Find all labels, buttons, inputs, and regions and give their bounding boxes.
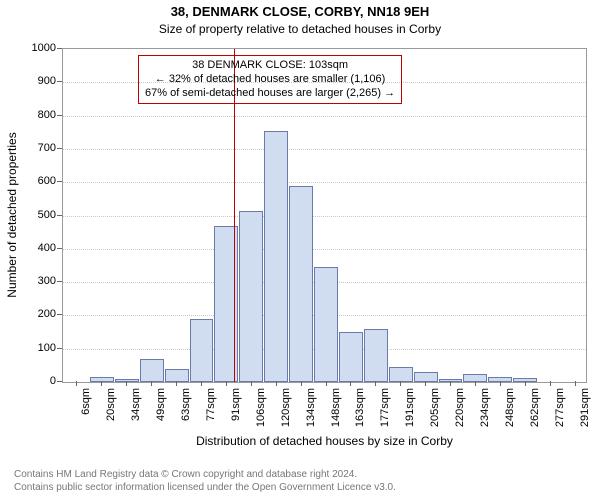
y-gridline <box>63 149 586 150</box>
plot-area: 38 DENMARK CLOSE: 103sqm← 32% of detache… <box>62 48 587 383</box>
x-tick-label: 248sqm <box>504 388 516 427</box>
histogram-bar <box>389 367 413 382</box>
y-tick-mark <box>57 215 62 216</box>
x-tick-mark <box>500 381 501 386</box>
y-tick-label: 0 <box>16 375 56 387</box>
y-tick-label: 100 <box>16 342 56 354</box>
y-gridline <box>63 216 586 217</box>
x-tick-label: 191sqm <box>404 388 416 427</box>
histogram-bar <box>339 332 363 382</box>
y-tick-mark <box>57 348 62 349</box>
x-tick-label: 163sqm <box>354 388 366 427</box>
x-tick-label: 205sqm <box>429 388 441 427</box>
x-tick-mark <box>226 381 227 386</box>
x-tick-mark <box>425 381 426 386</box>
y-tick-mark <box>57 314 62 315</box>
x-tick-mark <box>301 381 302 386</box>
y-tick-mark <box>57 148 62 149</box>
annotation-box: 38 DENMARK CLOSE: 103sqm← 32% of detache… <box>138 55 402 104</box>
y-tick-label: 500 <box>16 209 56 221</box>
y-tick-label: 1000 <box>16 42 56 54</box>
x-tick-label: 148sqm <box>330 388 342 427</box>
x-tick-label: 234sqm <box>479 388 491 427</box>
y-tick-label: 600 <box>16 175 56 187</box>
histogram-bar <box>289 186 313 382</box>
x-tick-mark <box>525 381 526 386</box>
x-tick-label: 220sqm <box>454 388 466 427</box>
histogram-bar <box>264 131 288 382</box>
x-tick-mark <box>375 381 376 386</box>
y-gridline <box>63 249 586 250</box>
x-axis-label: Distribution of detached houses by size … <box>62 434 587 448</box>
x-tick-mark <box>400 381 401 386</box>
histogram-bar <box>190 319 214 382</box>
x-tick-mark <box>151 381 152 386</box>
x-tick-mark <box>326 381 327 386</box>
x-tick-label: 34sqm <box>130 388 142 421</box>
histogram-bar <box>314 267 338 382</box>
annotation-line: ← 32% of detached houses are smaller (1,… <box>145 73 395 87</box>
y-gridline <box>63 182 586 183</box>
chart-title-2: Size of property relative to detached ho… <box>0 22 600 36</box>
y-tick-label: 800 <box>16 109 56 121</box>
y-tick-label: 700 <box>16 142 56 154</box>
x-tick-mark <box>475 381 476 386</box>
x-tick-label: 120sqm <box>280 388 292 427</box>
y-gridline <box>63 116 586 117</box>
y-tick-label: 400 <box>16 242 56 254</box>
chart-container: 38, DENMARK CLOSE, CORBY, NN18 9EH Size … <box>0 0 600 500</box>
footer-attribution: Contains HM Land Registry data © Crown c… <box>14 469 396 494</box>
annotation-line: 38 DENMARK CLOSE: 103sqm <box>145 59 395 73</box>
footer-line-1: Contains HM Land Registry data © Crown c… <box>14 469 396 482</box>
y-tick-mark <box>57 115 62 116</box>
x-tick-mark <box>101 381 102 386</box>
x-tick-label: 77sqm <box>205 388 217 421</box>
x-tick-label: 134sqm <box>305 388 317 427</box>
annotation-line: 67% of semi-detached houses are larger (… <box>145 87 395 101</box>
x-tick-label: 6sqm <box>80 388 92 415</box>
x-tick-label: 20sqm <box>105 388 117 421</box>
plot-inner: 38 DENMARK CLOSE: 103sqm← 32% of detache… <box>63 49 586 382</box>
y-tick-mark <box>57 48 62 49</box>
histogram-bar <box>140 359 164 382</box>
x-tick-mark <box>126 381 127 386</box>
x-tick-label: 177sqm <box>379 388 391 427</box>
x-tick-mark <box>350 381 351 386</box>
y-tick-label: 200 <box>16 308 56 320</box>
y-tick-mark <box>57 81 62 82</box>
x-tick-mark <box>76 381 77 386</box>
histogram-bar <box>364 329 388 382</box>
chart-title-1: 38, DENMARK CLOSE, CORBY, NN18 9EH <box>0 4 600 19</box>
x-tick-mark <box>276 381 277 386</box>
x-tick-mark <box>450 381 451 386</box>
y-tick-mark <box>57 381 62 382</box>
histogram-bar <box>165 369 189 382</box>
y-tick-label: 900 <box>16 75 56 87</box>
x-tick-mark <box>575 381 576 386</box>
x-tick-mark <box>251 381 252 386</box>
x-tick-label: 63sqm <box>180 388 192 421</box>
y-tick-mark <box>57 181 62 182</box>
x-tick-label: 277sqm <box>554 388 566 427</box>
x-tick-label: 106sqm <box>255 388 267 427</box>
histogram-bar <box>239 211 263 382</box>
y-tick-mark <box>57 248 62 249</box>
y-tick-mark <box>57 281 62 282</box>
x-tick-mark <box>550 381 551 386</box>
x-tick-label: 49sqm <box>155 388 167 421</box>
x-tick-mark <box>176 381 177 386</box>
x-tick-label: 291sqm <box>579 388 591 427</box>
x-tick-label: 91sqm <box>230 388 242 421</box>
footer-line-2: Contains public sector information licen… <box>14 482 396 495</box>
x-tick-mark <box>201 381 202 386</box>
x-tick-label: 262sqm <box>529 388 541 427</box>
y-tick-label: 300 <box>16 275 56 287</box>
